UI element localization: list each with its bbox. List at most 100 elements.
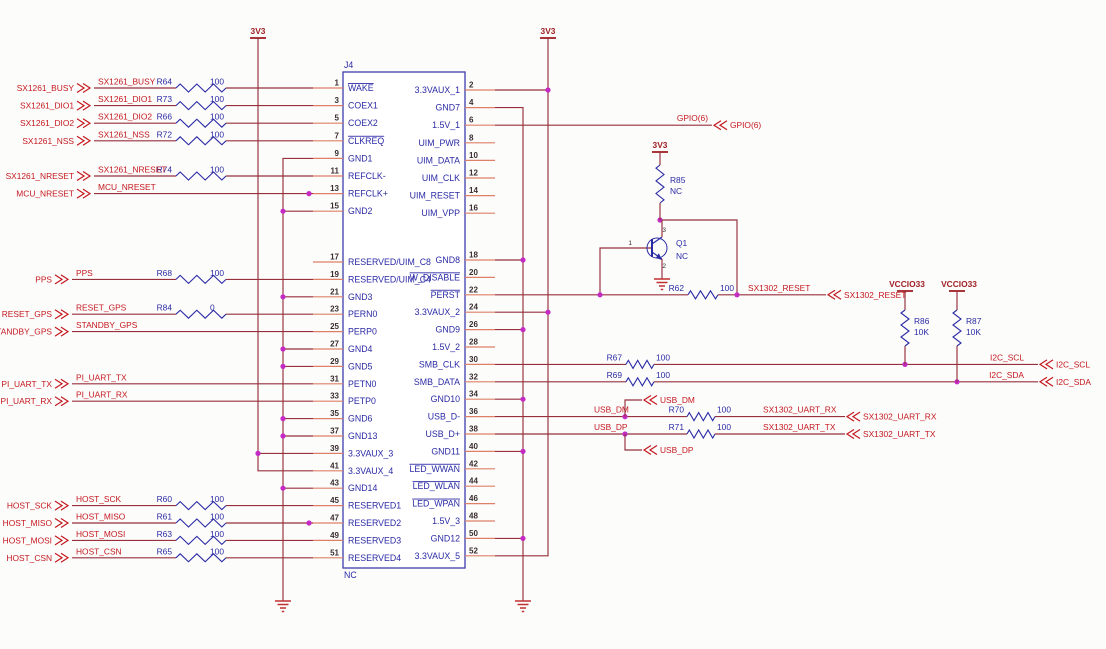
pin-number: 43 [330, 479, 339, 488]
pin-number: 26 [469, 320, 478, 329]
resistor-value: 100 [210, 546, 224, 556]
pin-number: 21 [330, 287, 339, 296]
pin-name: GND5 [348, 361, 373, 371]
resistor-r87-body [952, 309, 962, 347]
pin-number: 34 [469, 390, 478, 399]
pin-name: LED_WLAN [413, 481, 460, 491]
port-sx1261-dio1-chevron-icon [76, 100, 92, 111]
pin-name: REFCLK- [348, 171, 386, 181]
pin-number: 24 [469, 303, 478, 312]
pin-number: 42 [469, 459, 478, 468]
pin-number: 50 [469, 529, 478, 538]
resistor-value: 10K [914, 327, 929, 337]
net-label-standby-gps: STANDBY_GPS [76, 320, 138, 330]
junction-dot [306, 520, 312, 526]
port-sx1302-uart-rx: SX1302_UART_RX [863, 412, 937, 422]
port-sx1261-busy-chevron-icon [76, 82, 92, 94]
pin-number: 28 [469, 338, 478, 347]
net-label-i2c-scl: I2C_SCL [990, 352, 1024, 362]
port-sx1302-uart-tx-chevron-icon [845, 428, 861, 440]
pin-number: 41 [330, 461, 339, 470]
pin-number: 36 [469, 407, 478, 416]
resistor-ref: R87 [966, 316, 982, 326]
pin-number: 45 [330, 496, 339, 505]
port-host-mosi: HOST_MOSI [3, 535, 52, 545]
net-label-host-sck: HOST_SCK [76, 494, 122, 504]
port-i2c-sda: I2C_SDA [1056, 377, 1091, 387]
pin-name: PERN0 [348, 309, 377, 319]
pin-number: 33 [330, 392, 339, 401]
q1-note: NC [676, 251, 688, 261]
port-pps-chevron-icon [54, 274, 70, 285]
resistor-ref: R84 [157, 303, 173, 313]
pin-name: COEX1 [348, 101, 378, 111]
resistor-ref: R72 [157, 129, 173, 139]
pin-name: GND8 [436, 255, 461, 265]
power-vccio33-label: VCCIO33 [889, 279, 925, 289]
resistor-value: 100 [210, 94, 224, 104]
junction-dot [734, 292, 740, 298]
net-label-i2c-sda: I2C_SDA [989, 370, 1024, 380]
net-label-sx1261-nss: SX1261_NSS [98, 129, 150, 139]
connector-refdes: J4 [344, 60, 353, 70]
resistor-ref: R68 [157, 268, 173, 278]
net-label-usb-dm: USB_DM [594, 405, 629, 415]
connector-nc-note: NC [344, 570, 357, 580]
pin-name: GND11 [431, 446, 460, 456]
wire [282, 157, 313, 593]
net-label-sx1302-uart-tx: SX1302_UART_TX [763, 422, 836, 432]
pin-number: 13 [330, 184, 339, 193]
resistor-r85-body [655, 164, 665, 204]
pin-number: 15 [330, 202, 339, 211]
pin-name: CLKREQ [348, 136, 384, 146]
resistor-r84-body [175, 309, 227, 319]
resistor-r68-body [175, 274, 227, 285]
junction-dot [597, 292, 603, 298]
q1-emitter-arrow-icon [655, 253, 662, 260]
net-label-sx1261-dio2: SX1261_DIO2 [98, 112, 152, 122]
pin-number: 16 [469, 204, 478, 213]
resistor-value: 100 [717, 405, 731, 415]
pin-name: UIM_PWR [418, 138, 460, 148]
wire [624, 399, 642, 417]
resistor-r60-body [175, 500, 227, 511]
port-sx1302-reset-chevron-icon [826, 289, 842, 300]
port-reset-gps: RESET_GPS [2, 309, 53, 319]
port-sx1302-uart-tx: SX1302_UART_TX [863, 429, 936, 439]
pin-name: PERP0 [348, 327, 377, 337]
power-3v3-mid-label: 3V3 [653, 140, 668, 150]
port-sx1261-dio2-chevron-icon [76, 118, 92, 129]
pin-number: 8 [469, 133, 474, 142]
pin-number: 38 [469, 425, 478, 434]
port-usb-dm-chevron-icon [642, 394, 658, 406]
port-host-miso: HOST_MISO [3, 518, 53, 528]
port-sx1261-dio1: SX1261_DIO1 [20, 101, 74, 111]
pin-number: 18 [469, 251, 478, 260]
net-label-sx1261-busy: SX1261_BUSY [98, 77, 156, 87]
port-usb-dm: USB_DM [660, 395, 695, 405]
pin-number: 20 [469, 268, 478, 277]
pin-name: GND2 [348, 206, 373, 216]
port-sx1261-nreset-chevron-icon [76, 170, 92, 182]
pin-name: RESERVED4 [348, 553, 401, 563]
net-label-usb-dp: USB_DP [594, 422, 628, 432]
resistor-r72-body [175, 136, 227, 146]
pin-number: 12 [469, 169, 478, 178]
pin-name: LED_WPAN [412, 499, 460, 509]
resistor-ref: R69 [607, 370, 623, 380]
junction-dot [280, 433, 286, 439]
power-3v3-right-label: 3V3 [541, 26, 556, 36]
junction-dot [545, 87, 551, 93]
pin-name: WAKE [348, 83, 374, 93]
pin-number: 3 [335, 96, 340, 105]
port-sx1261-nreset: SX1261_NRESET [6, 171, 74, 181]
port-standby-gps-chevron-icon [54, 326, 70, 337]
junction-dot [545, 309, 551, 315]
pin-name: RESERVED2 [348, 518, 401, 528]
resistor-value: 100 [210, 129, 224, 139]
pin-name: GND14 [348, 483, 377, 493]
resistor-ref: R61 [157, 512, 173, 522]
port-pi-uart-rx-chevron-icon [54, 396, 70, 407]
port-host-csn-chevron-icon [54, 552, 70, 563]
resistor-ref: R67 [607, 352, 623, 362]
